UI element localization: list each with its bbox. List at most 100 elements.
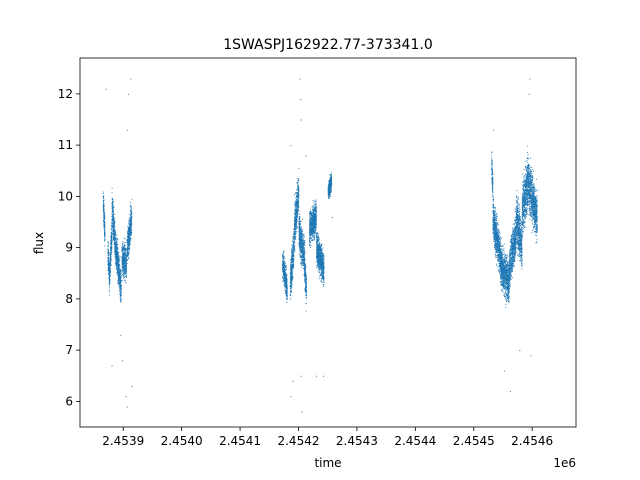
- data-point: [108, 278, 110, 280]
- data-point: [123, 248, 125, 250]
- data-point: [304, 261, 305, 263]
- data-point: [305, 280, 306, 282]
- data-point: [292, 250, 294, 252]
- data-point: [122, 251, 123, 253]
- data-point: [294, 231, 296, 233]
- data-point: [128, 231, 130, 233]
- data-point: [120, 271, 122, 273]
- data-point: [103, 195, 105, 197]
- data-point: [298, 237, 300, 239]
- data-point: [285, 291, 287, 293]
- data-point: [296, 200, 298, 202]
- data-point: [121, 262, 123, 264]
- data-point: [292, 256, 294, 258]
- data-point: [115, 258, 117, 260]
- data-point: [299, 219, 301, 221]
- data-point: [313, 226, 315, 228]
- data-point: [300, 232, 301, 234]
- data-point: [117, 264, 119, 266]
- data-point: [127, 227, 129, 229]
- data-point: [129, 217, 131, 219]
- data-point: [298, 210, 300, 211]
- data-point: [302, 249, 304, 251]
- data-point: [302, 255, 304, 257]
- data-point: [130, 233, 132, 235]
- data-point: [120, 276, 122, 278]
- data-point: [109, 291, 110, 292]
- data-point: [119, 259, 121, 261]
- data-point: [128, 254, 130, 256]
- data-point: [291, 270, 293, 272]
- data-point: [314, 226, 316, 228]
- data-point: [123, 267, 125, 268]
- data-point: [121, 258, 123, 260]
- data-point: [292, 243, 294, 245]
- data-point: [113, 223, 114, 225]
- data-point: [128, 228, 130, 230]
- data-point: [309, 246, 311, 248]
- data-point: [313, 215, 314, 217]
- data-point: [131, 209, 133, 211]
- data-point: [129, 223, 131, 225]
- data-point: [296, 227, 298, 229]
- data-point: [304, 265, 306, 267]
- data-point: [113, 211, 114, 213]
- data-point: [296, 206, 297, 208]
- data-point: [282, 261, 284, 263]
- data-point: [292, 253, 294, 254]
- data-point: [112, 213, 114, 215]
- data-point: [118, 277, 119, 279]
- data-point: [124, 272, 126, 273]
- data-point: [291, 254, 293, 256]
- data-point: [104, 230, 105, 232]
- data-point: [114, 238, 116, 240]
- data-point: [303, 264, 305, 266]
- data-point: [291, 285, 293, 287]
- data-point: [124, 280, 126, 282]
- data-point: [285, 281, 287, 283]
- data-point: [120, 296, 122, 298]
- data-point: [299, 230, 300, 232]
- data-point: [295, 224, 297, 226]
- data-point: [316, 218, 317, 220]
- data-point: [313, 213, 314, 215]
- data-point: [131, 223, 133, 225]
- data-point: [122, 244, 124, 246]
- data-point: [117, 259, 119, 261]
- data-point: [302, 251, 304, 252]
- data-point: [125, 254, 126, 255]
- data-point: [118, 270, 120, 272]
- data-point: [301, 257, 303, 259]
- data-point: [118, 267, 120, 269]
- data-point: [290, 281, 292, 283]
- data-point: [300, 242, 302, 243]
- data-point: [128, 248, 130, 250]
- data-point: [110, 236, 112, 238]
- data-point: [116, 257, 118, 259]
- data-point: [130, 210, 132, 212]
- data-point: [301, 242, 303, 244]
- data-point: [110, 242, 112, 244]
- data-point: [309, 227, 311, 229]
- data-point: [120, 281, 122, 283]
- data-point: [304, 267, 306, 269]
- data-point: [112, 215, 114, 217]
- data-point: [294, 228, 296, 230]
- data-point: [124, 254, 126, 256]
- data-point: [301, 226, 302, 228]
- data-point: [114, 254, 116, 255]
- data-point: [113, 222, 114, 224]
- data-point: [317, 236, 319, 238]
- data-point: [303, 238, 305, 240]
- data-point: [127, 243, 129, 245]
- data-point: [304, 268, 306, 270]
- data-point: [300, 235, 302, 237]
- data-point: [117, 266, 119, 268]
- data-point: [290, 268, 292, 270]
- data-point: [126, 276, 127, 278]
- data-point: [103, 199, 105, 201]
- data-point: [102, 208, 104, 210]
- data-point: [123, 261, 125, 263]
- data-point: [108, 279, 110, 281]
- data-point: [311, 214, 313, 216]
